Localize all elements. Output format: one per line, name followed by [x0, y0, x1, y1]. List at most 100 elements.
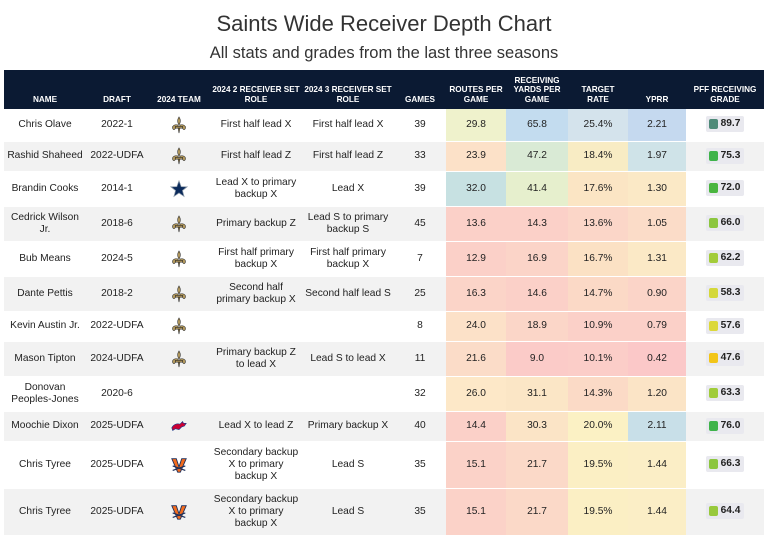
grade-badge: 62.2: [705, 250, 745, 266]
routes-value: 32.0: [446, 171, 506, 207]
games-value: 33: [394, 141, 446, 172]
page-title: Saints Wide Receiver Depth Chart: [216, 11, 552, 36]
routes-value: 29.8: [446, 109, 506, 142]
role-2wr: Secondary backup X to primary backup X: [210, 488, 302, 536]
target-rate-value: 10.1%: [568, 341, 628, 377]
role-2wr: Primary backup Z: [210, 206, 302, 242]
target-rate-value: 19.5%: [568, 488, 628, 536]
table-row[interactable]: Brandin Cooks 2014-1 Lead X to primary bac…: [4, 171, 764, 207]
grade-color-swatch: [708, 288, 718, 298]
draft-value: 2025-UDFA: [86, 411, 148, 442]
table-row[interactable]: Donovan Peoples-Jones 2020-6 32 26.0 31.1 14.…: [4, 376, 764, 412]
grade-value: 64.4: [720, 505, 741, 516]
role-2wr: First half primary backup X: [210, 241, 302, 277]
yards-value: 14.6: [506, 276, 568, 312]
grade-cell: 57.6: [686, 311, 764, 342]
col-header-yards[interactable]: RECEIVING YARDS PER GAME: [506, 70, 568, 109]
team-cell: [148, 411, 210, 442]
grade-value: 66.0: [720, 217, 741, 228]
saints-fleur-de-lis-icon: [170, 116, 188, 134]
draft-value: 2022-1: [86, 109, 148, 142]
table-header-row: NAME DRAFT 2024 TEAM 2024 2 RECEIVER SET…: [4, 70, 764, 109]
role-3wr: Second half lead S: [302, 276, 394, 312]
grade-badge: 57.6: [705, 317, 745, 334]
role-2wr: [210, 376, 302, 412]
table-row[interactable]: Kevin Austin Jr. 2022-UDFA 8 24.0 18.9 10.9% 0…: [4, 311, 764, 342]
role-3wr: First half lead X: [302, 109, 394, 142]
draft-value: 2025-UDFA: [86, 441, 148, 489]
grade-value: 76.0: [720, 419, 741, 431]
yards-value: 31.1: [506, 376, 568, 412]
player-name: Bub Means: [4, 241, 86, 277]
col-header-draft[interactable]: DRAFT: [86, 70, 148, 109]
table-row[interactable]: Cedrick Wilson Jr. 2018-6 Primary backup Z…: [4, 206, 764, 242]
grade-badge: 76.0: [705, 417, 745, 434]
team-cell: [148, 341, 210, 377]
col-header-games[interactable]: GAMES: [394, 70, 446, 109]
col-header-name[interactable]: NAME: [4, 70, 86, 109]
grade-badge: 47.6: [705, 350, 745, 366]
games-value: 32: [394, 376, 446, 412]
yards-value: 16.9: [506, 241, 568, 277]
saints-fleur-de-lis-icon: [170, 214, 188, 233]
routes-value: 12.9: [446, 241, 506, 277]
grade-value: 62.2: [720, 252, 741, 263]
player-name: Chris Tyree: [4, 441, 86, 489]
team-cell: [148, 109, 210, 142]
games-value: 45: [394, 206, 446, 242]
yprr-value: 2.11: [628, 411, 686, 442]
yards-value: 9.0: [506, 341, 568, 377]
role-3wr: Lead S to primary backup S: [302, 206, 394, 242]
table-row[interactable]: Chris Tyree 2025-UDFA Secondary backup X t…: [4, 441, 764, 489]
role-2wr: Lead X to lead Z: [210, 411, 302, 442]
table-row[interactable]: Bub Means 2024-5 First half primary backup…: [4, 241, 764, 277]
team-cell: [148, 488, 210, 536]
col-header-target[interactable]: TARGET RATE: [568, 70, 628, 109]
grade-badge: 64.4: [705, 503, 745, 519]
saints-fleur-de-lis-icon: [170, 147, 188, 165]
role-3wr: Lead X: [302, 171, 394, 207]
routes-value: 26.0: [446, 376, 506, 412]
col-header-grade[interactable]: PFF RECEIVING GRADE: [686, 70, 764, 109]
draft-value: 2014-1: [86, 171, 148, 207]
col-header-team[interactable]: 2024 TEAM: [148, 70, 210, 109]
games-value: 35: [394, 488, 446, 536]
grade-cell: 64.4: [686, 488, 764, 536]
grade-color-swatch: [708, 506, 718, 516]
col-header-routes[interactable]: ROUTES PER GAME: [446, 70, 506, 109]
table-row[interactable]: Dante Pettis 2018-2 Second half primary ba…: [4, 276, 764, 312]
table-row[interactable]: Moochie Dixon 2025-UDFA Lead X to lead Z Pr…: [4, 411, 764, 442]
target-rate-value: 18.4%: [568, 141, 628, 172]
yprr-value: 0.90: [628, 276, 686, 312]
col-header-role3[interactable]: 2024 3 RECEIVER SET ROLE: [302, 70, 394, 109]
virginia-v-icon: [170, 456, 188, 474]
role-2wr: Lead X to primary backup X: [210, 171, 302, 207]
saints-fleur-de-lis-icon: [170, 284, 188, 303]
yprr-value: 1.44: [628, 488, 686, 536]
grade-badge: 66.0: [705, 215, 745, 231]
table-row[interactable]: Chris Olave 2022-1 First half lead X First …: [4, 109, 764, 142]
grade-value: 58.3: [720, 287, 741, 298]
games-value: 35: [394, 441, 446, 489]
role-3wr: Primary backup X: [302, 411, 394, 442]
draft-value: 2018-2: [86, 276, 148, 312]
role-2wr: Primary backup Z to lead X: [210, 341, 302, 377]
table-row[interactable]: Rashid Shaheed 2022-UDFA First half lead Z…: [4, 141, 764, 172]
yprr-value: 1.97: [628, 141, 686, 172]
yards-value: 41.4: [506, 171, 568, 207]
routes-value: 14.4: [446, 411, 506, 442]
grade-value: 72.0: [720, 182, 741, 193]
draft-value: 2018-6: [86, 206, 148, 242]
team-cell: [148, 376, 210, 412]
grade-badge: 58.3: [705, 285, 745, 301]
grade-color-swatch: [708, 218, 718, 228]
col-header-role2[interactable]: 2024 2 RECEIVER SET ROLE: [210, 70, 302, 109]
player-name: Donovan Peoples-Jones: [4, 376, 86, 412]
saints-fleur-de-lis-icon: [170, 317, 188, 335]
table-row[interactable]: Mason Tipton 2024-UDFA Primary backup Z to…: [4, 341, 764, 377]
grade-color-swatch: [708, 459, 718, 469]
col-header-yprr[interactable]: YPRR: [628, 70, 686, 109]
table-row[interactable]: Chris Tyree 2025-UDFA Secondary backup X t…: [4, 488, 764, 536]
grade-cell: 47.6: [686, 341, 764, 377]
grade-color-swatch: [708, 320, 718, 331]
